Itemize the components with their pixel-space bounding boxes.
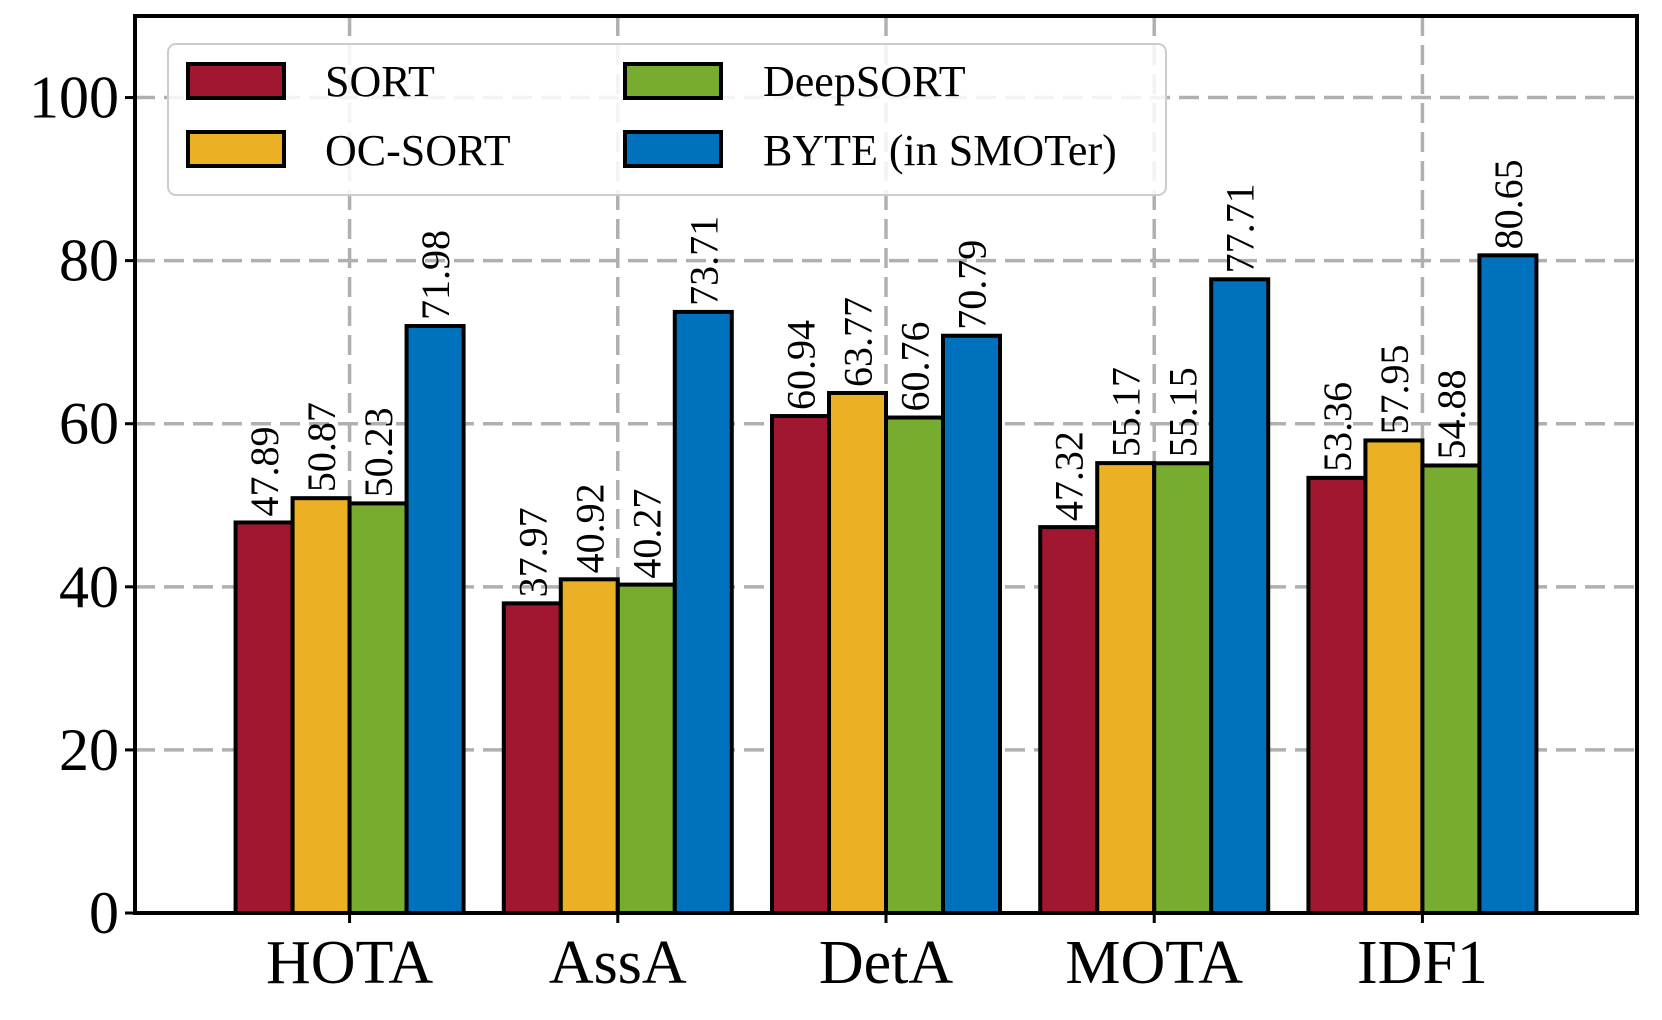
legend-label: BYTE (in SMOTer) xyxy=(763,126,1117,175)
data-label: 50.23 xyxy=(356,407,401,497)
x-tick-label: DetA xyxy=(819,929,954,997)
x-tick-label: HOTA xyxy=(266,929,433,997)
bar-deepsort-mota xyxy=(1152,461,1214,915)
legend-swatch xyxy=(186,62,286,100)
data-label: 63.77 xyxy=(836,297,881,387)
bar-oc-sort-mota xyxy=(1095,461,1157,915)
bar-oc-sort-hota xyxy=(290,496,352,915)
bar-sort-assa xyxy=(501,601,563,915)
data-label: 55.17 xyxy=(1104,367,1149,457)
bar-byte-in-smoter--deta xyxy=(941,333,1002,915)
data-label: 55.15 xyxy=(1161,367,1206,457)
legend-swatch xyxy=(623,62,723,100)
legend: SORT DeepSORT OC-SORT BYTE (in SMOTer) xyxy=(167,43,1167,196)
bar-byte-in-smoter--mota xyxy=(1209,277,1271,915)
data-label: 47.32 xyxy=(1047,431,1092,521)
bar-oc-sort-idf1 xyxy=(1363,438,1425,915)
legend-swatch xyxy=(186,130,286,168)
x-tick-label: MOTA xyxy=(1065,929,1243,997)
bar-deepsort-hota xyxy=(347,501,409,915)
data-label: 73.71 xyxy=(681,216,726,306)
bar-byte-in-smoter--assa xyxy=(672,309,734,915)
data-label: 71.98 xyxy=(413,230,458,320)
data-label: 60.94 xyxy=(779,320,824,410)
legend-label: DeepSORT xyxy=(763,57,966,106)
bar-deepsort-idf1 xyxy=(1420,463,1482,915)
data-label: 57.95 xyxy=(1372,344,1417,434)
legend-label: OC-SORT xyxy=(325,126,511,175)
data-label: 77.71 xyxy=(1218,183,1263,273)
data-labels-layer: 47.89 50.87 50.23 71.98 37.97 40.92 40.27 73.71… xyxy=(242,159,1531,597)
data-label: 40.92 xyxy=(567,483,612,573)
bar-sort-deta xyxy=(770,414,831,915)
x-tick-label: AssA xyxy=(549,929,687,997)
bar-byte-in-smoter--hota xyxy=(404,324,466,915)
legend-box xyxy=(167,43,1167,196)
data-label: 60.76 xyxy=(893,322,938,412)
bar-deepsort-deta xyxy=(884,415,945,915)
data-label: 47.89 xyxy=(242,426,287,516)
y-tick-label: 0 xyxy=(89,880,119,946)
data-label: 80.65 xyxy=(1486,159,1531,249)
bar-deepsort-assa xyxy=(615,582,677,915)
bar-oc-sort-assa xyxy=(558,577,620,915)
bar-sort-idf1 xyxy=(1306,475,1368,915)
bar-oc-sort-deta xyxy=(827,390,888,916)
y-tick-label: 20 xyxy=(59,717,119,783)
data-label: 50.87 xyxy=(299,402,344,492)
bar-sort-hota xyxy=(233,520,295,915)
y-tick-label: 100 xyxy=(29,65,119,131)
y-tick-label: 80 xyxy=(59,228,119,294)
x-tick-label: IDF1 xyxy=(1357,929,1488,997)
legend-swatch xyxy=(623,130,723,168)
bar-sort-mota xyxy=(1038,525,1100,915)
data-label: 70.79 xyxy=(950,240,995,330)
data-label: 40.27 xyxy=(624,489,669,579)
plot-frame xyxy=(133,14,1639,915)
data-label: 53.36 xyxy=(1315,382,1360,472)
y-tick-label: 40 xyxy=(59,554,119,620)
axes-layer: 0 20 40 60 80 100 HOTA AssA DetA MOTA IDF1 xyxy=(29,14,1639,997)
data-label: 37.97 xyxy=(510,507,555,597)
y-tick-label: 60 xyxy=(59,391,119,457)
data-label: 54.88 xyxy=(1429,369,1474,459)
legend-label: SORT xyxy=(325,57,435,106)
bars-layer xyxy=(233,253,1539,916)
bar-byte-in-smoter--idf1 xyxy=(1477,253,1539,915)
